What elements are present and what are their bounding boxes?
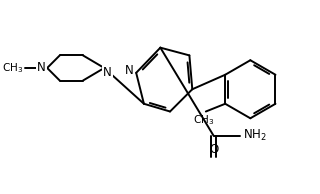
- Text: NH$_2$: NH$_2$: [243, 128, 267, 143]
- Text: N: N: [37, 61, 46, 74]
- Text: N: N: [125, 64, 134, 77]
- Text: N: N: [103, 66, 112, 79]
- Text: O: O: [209, 143, 218, 156]
- Text: CH$_3$: CH$_3$: [2, 61, 23, 75]
- Text: CH$_3$: CH$_3$: [193, 113, 214, 127]
